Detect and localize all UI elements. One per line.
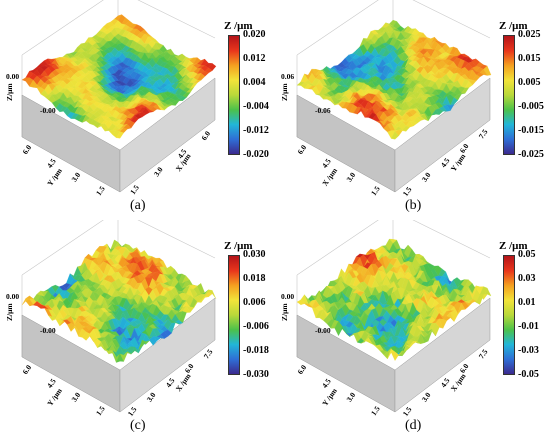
panel-caption: (c) (130, 418, 146, 433)
left-axis-tick-label: 6.0 (296, 363, 309, 376)
colorbar-tick-label: -0.018 (243, 345, 269, 356)
left-axis-tick-label: 6.0 (21, 363, 34, 376)
colorbar-tick-label: 0.015 (518, 53, 541, 64)
surface-plot: 0.06-0.06Z/μm6.04.53.01.5X /μm1.53.04.56… (280, 0, 492, 198)
surface-cell (391, 131, 399, 140)
surface-plot: 0.00-0.00Z/μm6.04.53.01.5Y /μm1.53.04.56… (280, 220, 492, 418)
z-tick-label: 0.06 (281, 72, 294, 81)
colorbar-tick-label: -0.01 (518, 321, 539, 332)
left-axis-tick-label: 3.0 (345, 170, 358, 183)
surface-mesh (21, 239, 217, 363)
surface-wall-right (119, 297, 216, 413)
right-axis-tick-label: 1.5 (401, 405, 414, 418)
colorbar-tick-label: -0.012 (243, 125, 269, 136)
left-axis-label: X /μm (320, 166, 339, 188)
colorbar-tick-label: 0.005 (518, 77, 541, 88)
colorbar-tick-label: 0.030 (243, 249, 266, 260)
colorbar-title: Z /μm (499, 20, 528, 32)
surface-plot: 0.00-0.00Z/μm6.04.53.01.5Y /μm1.53.04.56… (5, 0, 217, 197)
z-axis-label: Z/μm (5, 303, 14, 321)
left-axis-tick-label: 1.5 (369, 184, 382, 197)
left-axis-tick-label: 3.0 (345, 390, 358, 403)
z-tick-label: -0.06 (315, 106, 331, 115)
surface-mesh (296, 19, 492, 140)
colorbar-title: Z /μm (499, 240, 528, 252)
right-axis-tick-label: 7.5 (477, 127, 490, 140)
colorbar-tick-label: -0.005 (518, 101, 544, 112)
panel-caption: (b) (405, 198, 422, 213)
surface-panel-1: 0.00 -0.00 Z/μm 6.0 4.5 3.0 1.5 Y /μm 1.5 3.0 4.5 6… (0, 0, 275, 220)
surface-cell (25, 295, 34, 300)
left-axis-label: Y /μm (45, 386, 64, 408)
z-axis-label: Z/μm (280, 303, 289, 321)
panel-caption: (a) (130, 198, 146, 213)
colorbar-tick-label: -0.015 (518, 125, 544, 136)
right-axis-tick-label: 7.5 (202, 347, 215, 360)
z-tick-label: -0.00 (40, 326, 56, 335)
surface-wall-right (394, 297, 491, 413)
colorbar-tick-label: 0.012 (243, 53, 266, 64)
colorbar-tick-label: 0.03 (518, 273, 536, 284)
left-axis-label: Y /μm (320, 386, 339, 408)
right-axis-tick-label: 1.5 (401, 185, 414, 198)
left-axis-tick-label: 6.0 (21, 143, 34, 156)
surface-cell (115, 131, 124, 139)
surface-panel-3: 0.00 -0.00 Z/μm 6.0 4.5 3.0 1.5 Y /μm 1.5 3.0 4.5 6… (0, 220, 275, 440)
colorbar-tick-label: -0.006 (243, 321, 269, 332)
left-axis-tick-label: 1.5 (94, 184, 107, 197)
left-axis-tick-label: 3.0 (70, 170, 83, 183)
colorbar-tick-label: 0.05 (518, 249, 536, 260)
surface-plot: 0.00-0.00Z/μm6.04.53.01.5Y /μm1.53.04.56… (5, 220, 217, 418)
right-axis-tick-label: 6.0 (199, 129, 212, 142)
right-axis-tick-label: 3.0 (420, 391, 433, 404)
z-tick-label: -0.00 (315, 326, 331, 335)
surface-mesh (21, 14, 217, 139)
colorbar-tick-label: 0.006 (243, 297, 266, 308)
left-axis-tick-label: 1.5 (369, 404, 382, 417)
surface-panel-4: 0.00 -0.00 Z/μm 6.0 4.5 3.0 1.5 Y /μm 1.5 3.0 4.5 6… (275, 220, 550, 440)
surface-panel-2: 0.06 -0.06 Z/μm 6.0 4.5 3.0 1.5 X /μm 1.5 3.0 4.5 6… (275, 0, 550, 220)
right-axis-tick-label: 3.0 (152, 165, 165, 178)
surface-mesh (296, 238, 492, 361)
colorbar-tick-label: -0.030 (243, 369, 269, 380)
colorbar-tick-label: -0.025 (518, 149, 544, 160)
surface-cell (115, 353, 124, 363)
z-tick-label: 0.00 (6, 292, 19, 301)
colorbar-tick-label: -0.03 (518, 345, 539, 356)
z-axis-label: Z/μm (5, 83, 14, 101)
left-axis-tick-label: 3.0 (70, 390, 83, 403)
z-axis-label: Z/μm (280, 83, 289, 101)
surface-wall-right (119, 77, 216, 193)
right-axis-tick-label: 1.5 (126, 405, 139, 418)
z-tick-label: 0.00 (6, 72, 19, 81)
colorbar (503, 35, 515, 155)
right-axis-tick-label: 3.0 (420, 171, 433, 184)
right-axis-tick-label: 3.0 (145, 391, 158, 404)
right-axis-tick-label: 1.5 (128, 183, 141, 196)
right-axis-tick-label: 7.5 (477, 347, 490, 360)
z-tick-label: -0.00 (40, 106, 56, 115)
z-tick-label: 0.00 (281, 292, 294, 301)
panel-caption: (d) (405, 418, 422, 433)
left-axis-tick-label: 1.5 (94, 404, 107, 417)
surface-wall-right (394, 77, 491, 193)
left-axis-tick-label: 6.0 (296, 143, 309, 156)
colorbar (503, 255, 515, 375)
colorbar-tick-label: 0.01 (518, 297, 536, 308)
left-axis-label: Y /μm (45, 166, 64, 188)
colorbar-tick-label: -0.020 (243, 149, 269, 160)
colorbar-tick-label: 0.020 (243, 29, 266, 40)
colorbar-tick-label: -0.004 (243, 101, 269, 112)
colorbar (228, 35, 240, 155)
colorbar-title: Z /μm (224, 240, 253, 252)
colorbar-tick-label: 0.018 (243, 273, 266, 284)
colorbar (228, 255, 240, 375)
colorbar-title: Z /μm (224, 20, 253, 32)
colorbar-tick-label: -0.05 (518, 369, 539, 380)
surface-cell (391, 351, 399, 361)
colorbar-tick-label: 0.004 (243, 77, 266, 88)
colorbar-tick-label: 0.025 (518, 29, 541, 40)
